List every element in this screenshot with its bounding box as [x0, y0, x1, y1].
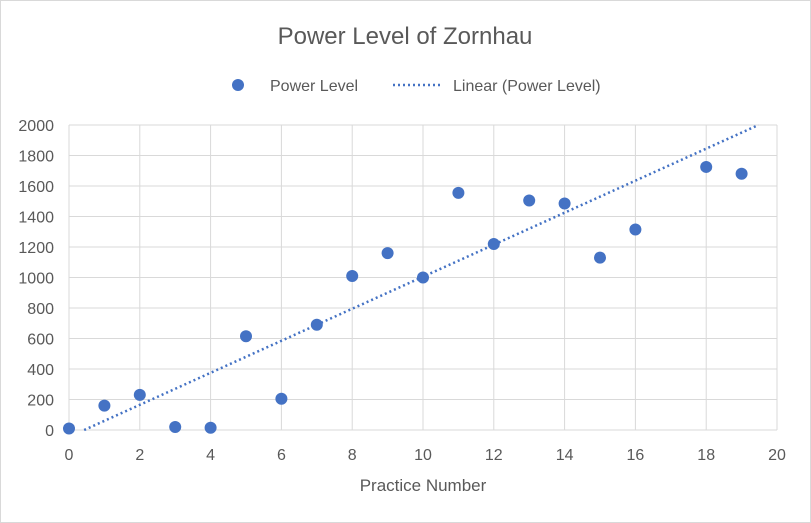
data-points [63, 160, 748, 435]
x-tick-label: 16 [627, 447, 645, 464]
x-axis-title: Practice Number [360, 476, 487, 495]
y-tick-label: 200 [27, 393, 54, 410]
data-point [240, 330, 252, 343]
data-point [452, 186, 465, 199]
y-tick-label: 0 [45, 423, 54, 440]
data-point [204, 421, 217, 434]
x-tick-label: 10 [414, 447, 432, 464]
x-tick-label: 2 [135, 447, 144, 464]
data-point [735, 167, 748, 180]
x-tick-label: 14 [556, 447, 574, 464]
data-point [558, 197, 571, 210]
data-point [417, 271, 429, 284]
data-point [629, 223, 642, 236]
data-point [700, 160, 713, 173]
legend-label-trendline: Linear (Power Level) [453, 78, 601, 95]
y-tick-label: 400 [27, 362, 54, 379]
x-tick-label: 4 [206, 447, 215, 464]
data-point [487, 237, 500, 250]
x-tick-label: 6 [277, 447, 286, 464]
data-point [310, 318, 323, 331]
y-tick-label: 2000 [18, 118, 54, 135]
x-tick-label: 18 [697, 447, 715, 464]
y-tick-label: 1800 [18, 149, 54, 166]
legend-marker-power-level [232, 79, 244, 91]
y-tick-label: 1600 [18, 179, 54, 196]
x-tick-label: 8 [348, 447, 357, 464]
y-tick-label: 600 [27, 332, 54, 349]
y-tick-label: 1000 [18, 271, 54, 288]
x-tick-label: 20 [768, 447, 786, 464]
y-tick-label: 1400 [18, 210, 54, 227]
data-point [63, 422, 75, 435]
data-point [98, 399, 111, 412]
data-point [523, 194, 536, 207]
data-point [381, 247, 394, 260]
data-point [594, 251, 606, 264]
y-gridlines [69, 124, 777, 431]
y-tick-label: 1200 [18, 240, 54, 257]
y-tick-labels: 0 200 400 600 800 1000 1200 1400 1600 1800 2000 [18, 118, 54, 440]
legend-label-power-level: Power Level [270, 78, 358, 95]
data-point [346, 269, 359, 282]
y-tick-label: 800 [27, 301, 54, 318]
data-point [133, 388, 146, 401]
chart-title: Power Level of Zornhau [278, 23, 533, 50]
x-tick-label: 0 [65, 447, 74, 464]
x-tick-labels: 0 2 4 6 8 10 12 14 16 18 20 [65, 447, 786, 464]
x-tick-label: 12 [485, 447, 503, 464]
data-point [275, 392, 288, 405]
data-point [169, 420, 182, 433]
legend: Power Level Linear (Power Level) [232, 78, 601, 95]
